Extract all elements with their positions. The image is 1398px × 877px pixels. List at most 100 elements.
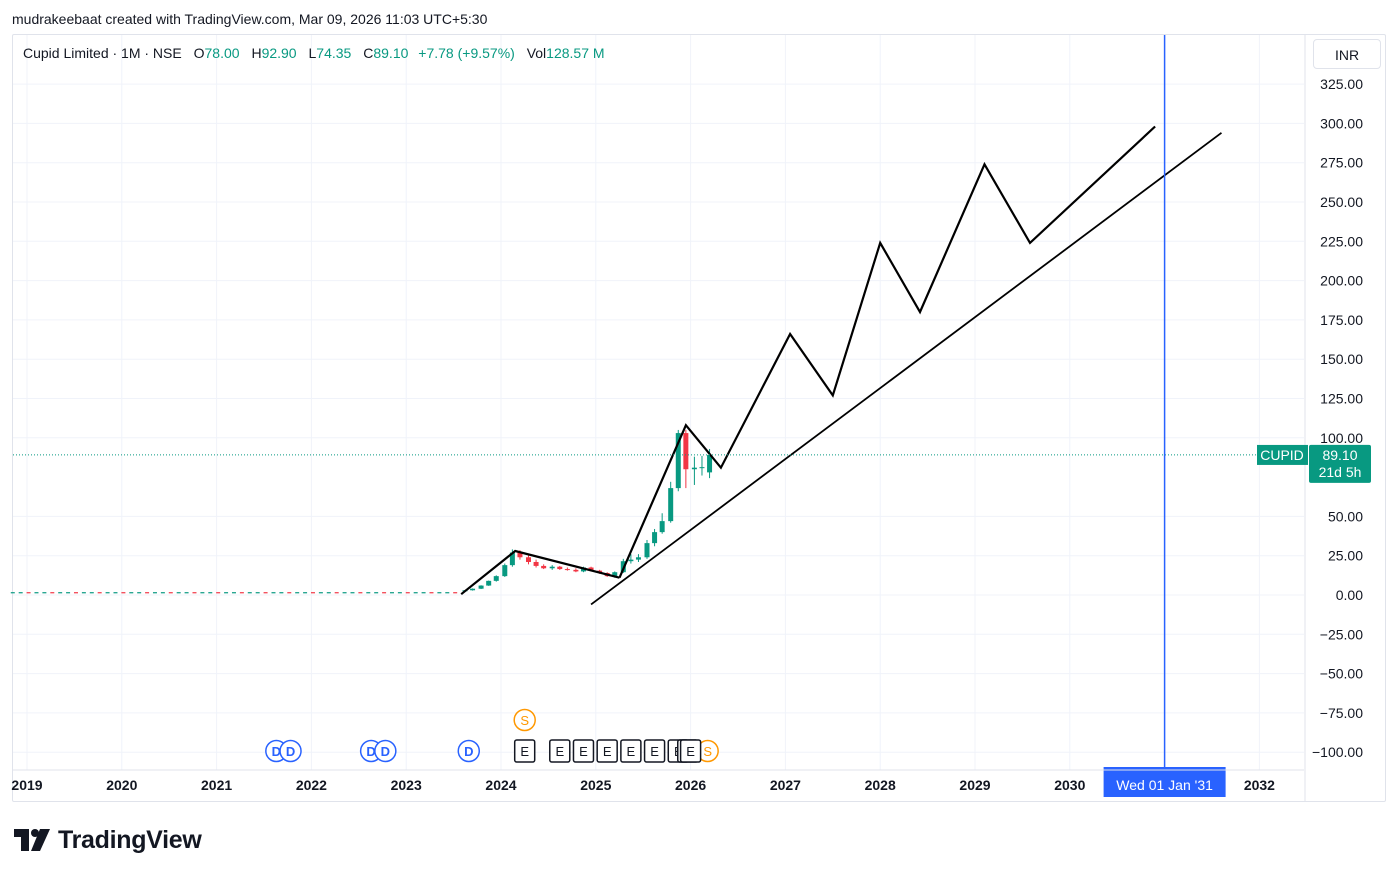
candle-body <box>707 454 713 473</box>
legend-volume-label: Vol <box>526 45 547 61</box>
candle <box>287 592 292 594</box>
candle <box>342 592 347 594</box>
price-axis: 325.00 300.00 275.00 250.00 225.00 200.00 175.… <box>1304 35 1363 801</box>
candle <box>239 592 244 594</box>
candle-body <box>549 566 555 569</box>
earnings-marker-label: E <box>520 744 529 759</box>
earnings-marker-label: E <box>555 744 564 759</box>
candle <box>34 592 39 594</box>
candle <box>437 592 442 594</box>
crosshair-time-label: Wed 01 Jan '31 <box>1116 777 1213 793</box>
time-tick-label: 2020 <box>106 777 137 793</box>
candle <box>429 592 434 594</box>
dividend-marker <box>374 739 397 763</box>
time-tick-label: 2025 <box>580 777 611 793</box>
candle <box>129 592 134 594</box>
dividend-marker-label: D <box>366 744 375 759</box>
candle <box>10 592 15 594</box>
time-tick-label: 2027 <box>770 777 801 793</box>
candle-body <box>635 557 641 560</box>
candle <box>310 592 315 594</box>
candle <box>421 592 426 594</box>
earnings-marker-label: E <box>650 744 659 759</box>
candle-body <box>478 585 484 589</box>
legend-volume-value: 128.57 M <box>546 45 605 61</box>
candle-body <box>557 566 563 570</box>
candle <box>105 592 110 594</box>
candle <box>42 592 47 594</box>
legend-close-label: C <box>363 45 374 61</box>
earnings-marker <box>596 739 618 763</box>
earnings-marker-label: E <box>686 744 695 759</box>
candle-body <box>541 565 547 569</box>
candle-body <box>573 569 579 572</box>
grid-lines <box>13 35 1304 770</box>
ticker-tag-label: CUPID <box>1260 447 1304 463</box>
zigzag-early <box>460 549 620 596</box>
candle <box>81 592 86 594</box>
candle <box>73 592 78 594</box>
legend-symbol[interactable]: Cupid Limited · 1M · NSE <box>23 45 182 61</box>
candle <box>192 592 197 594</box>
candle-body <box>683 433 689 470</box>
chart-frame[interactable] <box>12 34 1386 802</box>
legend-high-value: 92.90 <box>261 45 297 61</box>
candle <box>263 592 268 594</box>
price-tag-bg <box>1309 444 1371 483</box>
attribution-text: mudrakeebaat created with TradingView.co… <box>12 11 488 27</box>
candle <box>200 592 205 594</box>
split-marker-label: S <box>520 713 529 728</box>
candle-body <box>564 569 570 571</box>
candle <box>271 592 276 594</box>
candle-body <box>588 567 594 571</box>
crosshair-time-label-bg <box>1103 767 1226 797</box>
price-tick-label: 300.00 <box>1320 115 1363 131</box>
currency-button[interactable]: INR <box>1313 39 1381 69</box>
drawings <box>460 125 1223 606</box>
price-tick-label: 175.00 <box>1320 312 1363 328</box>
price-tick-label: 125.00 <box>1320 391 1363 407</box>
candle <box>97 592 102 594</box>
dividend-marker-label: D <box>464 744 473 759</box>
dividend-marker <box>457 739 481 763</box>
candle <box>350 592 355 594</box>
candle <box>18 592 23 594</box>
candle-body <box>486 580 492 586</box>
candle-body <box>509 552 515 566</box>
trendline <box>590 132 1223 606</box>
split-marker-label: S <box>703 744 712 759</box>
price-tick-label: −75.00 <box>1320 705 1363 721</box>
earnings-marker <box>549 739 571 763</box>
candle-body <box>525 557 531 562</box>
candle-body <box>493 576 499 581</box>
tradingview-logo[interactable]: TradingView <box>14 824 202 856</box>
earnings-marker-label: E <box>603 744 612 759</box>
split-marker <box>513 708 536 732</box>
price-tick-label: 250.00 <box>1320 194 1363 210</box>
dividend-marker-label: D <box>381 744 390 759</box>
price-tick-label: 150.00 <box>1320 351 1363 367</box>
earnings-marker-label: E <box>627 744 636 759</box>
candle <box>397 592 402 594</box>
candle <box>318 592 323 594</box>
symbol-legend[interactable]: Cupid Limited · 1M · NSE O78.00 H92.90 L… <box>23 45 605 61</box>
candle <box>405 592 410 594</box>
candle-body <box>470 588 476 591</box>
candle <box>453 592 458 594</box>
time-tick-label: 2021 <box>201 777 232 793</box>
candle <box>334 592 339 594</box>
candle <box>216 592 221 594</box>
legend-low-value: 74.35 <box>316 45 352 61</box>
candle <box>145 592 150 594</box>
zigzag-projection <box>618 125 1156 579</box>
earnings-marker <box>572 739 595 763</box>
candle <box>255 592 260 594</box>
crosshair: Wed 01 Jan '31 <box>1103 35 1226 797</box>
candle <box>160 592 165 594</box>
candle <box>50 592 55 594</box>
price-tick-label: 100.00 <box>1320 430 1363 446</box>
time-tick-label: 2028 <box>865 777 896 793</box>
candle <box>326 592 331 594</box>
